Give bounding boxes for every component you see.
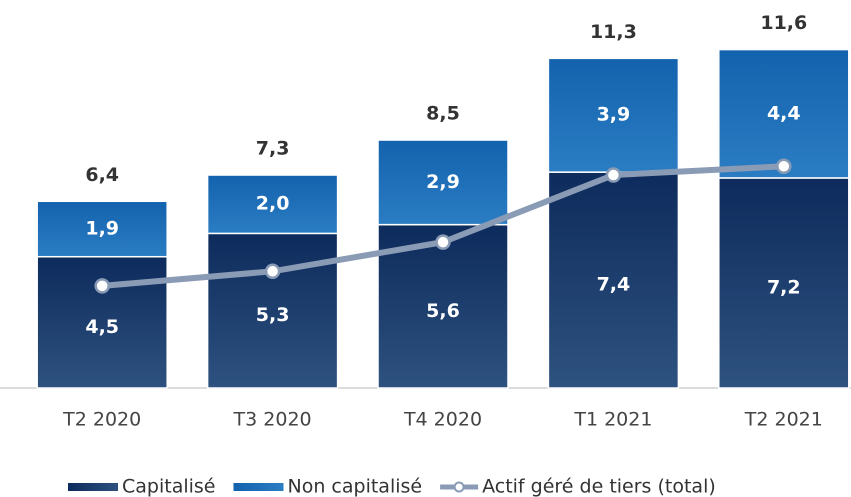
legend-swatch	[453, 481, 465, 493]
data-label: 4,5	[85, 316, 119, 338]
x-tick-label: T4 2020	[403, 409, 482, 431]
total-label: 11,3	[590, 21, 637, 43]
x-tick-label: T1 2021	[573, 409, 652, 431]
legend-label: Actif géré de tiers (total)	[482, 476, 716, 497]
data-label: 4,4	[767, 102, 801, 124]
total-label: 8,5	[426, 103, 460, 125]
data-label: 1,9	[85, 218, 119, 240]
data-label: 7,2	[767, 276, 801, 298]
bar-segment	[206, 174, 339, 235]
bar-segment	[377, 139, 509, 226]
legend-swatch	[233, 483, 284, 491]
legend-label: Capitalisé	[122, 476, 216, 497]
data-label: 2,0	[256, 193, 290, 215]
x-tick-label: T2 2021	[744, 409, 823, 431]
bar-segment	[547, 171, 680, 389]
data-label: 7,4	[597, 274, 631, 296]
line-point	[605, 167, 622, 183]
x-tick-label: T3 2020	[233, 409, 312, 431]
legend-swatch	[68, 483, 118, 491]
total-label: 11,6	[760, 12, 807, 34]
bar-segment	[547, 57, 680, 173]
data-label: 2,9	[426, 171, 460, 193]
line-point	[264, 263, 281, 280]
bar-segment	[718, 48, 850, 179]
data-label: 5,3	[256, 304, 290, 326]
bar-segment	[718, 177, 850, 389]
data-label: 5,6	[426, 300, 460, 322]
line-point	[435, 234, 451, 250]
data-label: 3,9	[597, 104, 631, 126]
bar-segment	[377, 223, 509, 389]
total-label: 6,4	[85, 164, 119, 186]
line-point	[94, 278, 110, 294]
line-point	[776, 158, 792, 175]
legend-label: Non capitalisé	[288, 476, 423, 497]
bar-segment	[36, 200, 168, 258]
x-tick-label: T2 2020	[62, 409, 141, 431]
total-label: 7,3	[256, 138, 290, 160]
